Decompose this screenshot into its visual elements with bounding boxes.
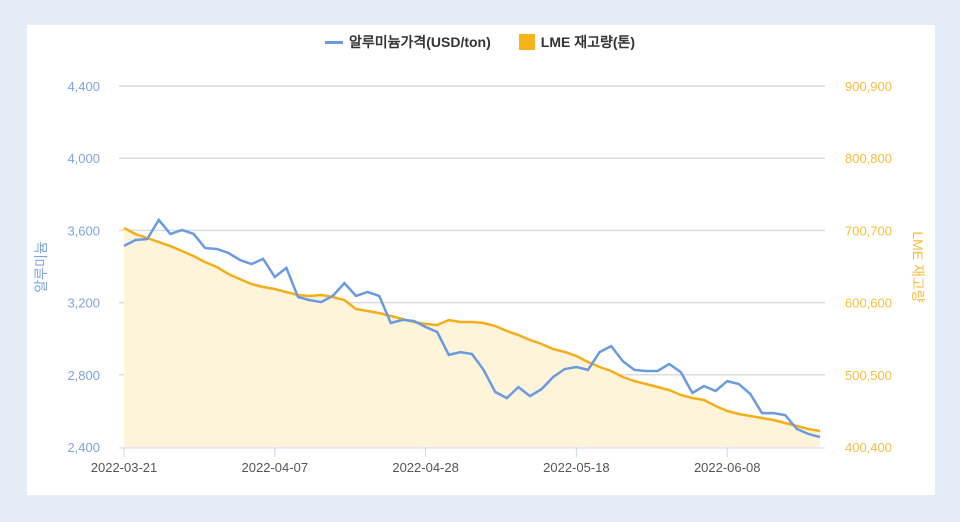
legend-label-price: 알루미늄가격(USD/ton) [348, 34, 491, 50]
y-tick-right: 400,400 [845, 440, 892, 455]
legend-item-stock[interactable]: LME 재고량(톤) [518, 32, 636, 52]
x-tick-label: 2022-06-08 [694, 460, 761, 475]
stock-area [124, 228, 820, 447]
x-tick-label: 2022-04-28 [392, 460, 459, 475]
legend-item-price[interactable]: 알루미늄가격(USD/ton) [324, 32, 491, 52]
y-tick-right: 800,800 [845, 151, 892, 166]
x-tick-label: 2022-03-21 [91, 460, 158, 475]
y-tick-right: 600,600 [845, 296, 892, 311]
y-axis-title-right: LME 재고량 [910, 231, 926, 302]
legend-swatch-stock [518, 34, 535, 50]
legend: 알루미늄가격(USD/ton) LME 재고량(톤) [0, 32, 960, 52]
legend-label-stock: LME 재고량(톤) [540, 34, 636, 50]
y-tick-left: 3,200 [67, 296, 100, 311]
legend-swatch-price [324, 40, 343, 44]
y-tick-right: 700,700 [845, 223, 892, 238]
x-tick-label: 2022-05-18 [543, 460, 610, 475]
y-tick-left: 4,000 [67, 151, 100, 166]
y-tick-left: 4,400 [67, 79, 100, 94]
y-tick-left: 2,400 [67, 440, 100, 455]
y-axis-title-left: 알루미늄 [33, 241, 49, 293]
y-tick-right: 900,900 [845, 79, 892, 94]
y-tick-left: 3,600 [67, 223, 100, 238]
y-tick-left: 2,800 [67, 368, 100, 383]
y-tick-right: 500,500 [845, 368, 892, 383]
x-tick-label: 2022-04-07 [242, 460, 309, 475]
